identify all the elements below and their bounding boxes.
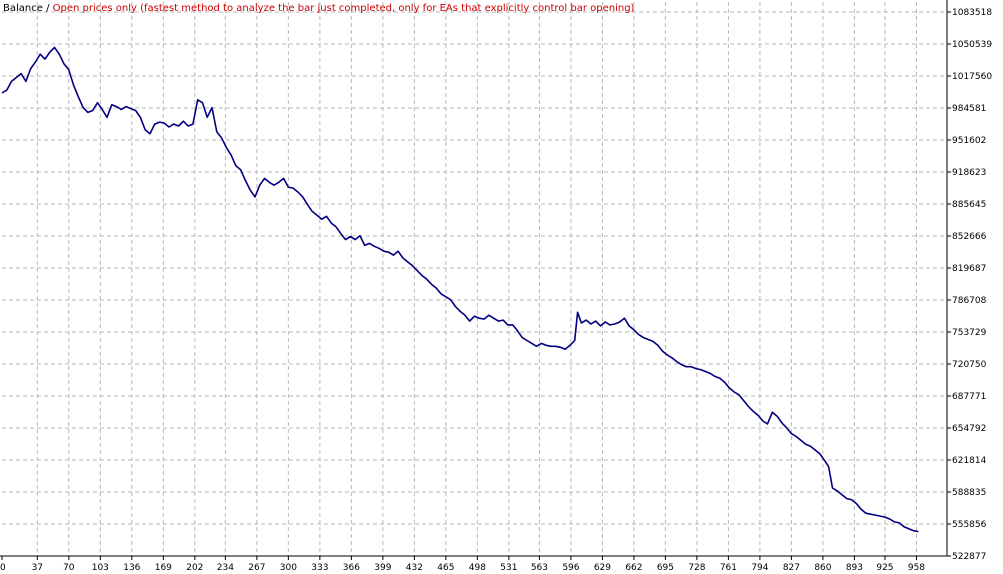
x-tick-label: 925 xyxy=(876,563,893,573)
x-tick-label: 728 xyxy=(688,563,705,573)
x-tick-label: 794 xyxy=(751,563,768,573)
y-tick-label: 621814 xyxy=(952,456,987,466)
y-tick-label: 852666 xyxy=(952,232,987,242)
y-tick-label: 951602 xyxy=(952,136,986,146)
y-tick-label: 555856 xyxy=(952,520,987,530)
x-tick-label: 563 xyxy=(531,563,548,573)
legend-series-label: Balance xyxy=(3,3,43,14)
x-tick-label: 399 xyxy=(374,563,391,573)
y-tick-label: 1050539 xyxy=(952,40,992,50)
balance-series-line xyxy=(1,46,919,533)
y-tick-label: 819687 xyxy=(952,264,986,274)
x-tick-label: 37 xyxy=(32,563,43,573)
y-tick-label: 1083518 xyxy=(952,8,992,18)
x-tick-label: 202 xyxy=(186,563,203,573)
y-tick-label: 588835 xyxy=(952,488,986,498)
legend-mode-label: Open prices only (fastest method to anal… xyxy=(53,3,635,14)
y-tick-label: 654792 xyxy=(952,424,986,434)
x-axis-tick-labels: 0 37 70 103 136 169 202 234 267 300 333 366 399 432 46… xyxy=(0,556,925,573)
x-tick-label: 267 xyxy=(248,563,265,573)
x-tick-label: 234 xyxy=(217,563,234,573)
x-tick-label: 596 xyxy=(562,563,579,573)
y-tick-label: 918623 xyxy=(952,168,986,178)
x-tick-label: 629 xyxy=(594,563,611,573)
legend: Balance / Open prices only (fastest meth… xyxy=(3,3,635,14)
x-tick-label: 136 xyxy=(123,563,140,573)
x-tick-label: 465 xyxy=(437,563,454,573)
y-tick-label: 1017560 xyxy=(952,72,992,82)
y-axis-tick-labels: 522877 555856 588835 621814 654792 687771 7207… xyxy=(947,8,992,562)
x-tick-label: 333 xyxy=(311,563,328,573)
x-tick-label: 695 xyxy=(657,563,674,573)
x-tick-label: 827 xyxy=(783,563,800,573)
y-tick-label: 753729 xyxy=(952,328,987,338)
x-tick-label: 958 xyxy=(908,563,925,573)
x-tick-label: 432 xyxy=(406,563,423,573)
x-tick-label: 169 xyxy=(155,563,172,573)
x-tick-label: 498 xyxy=(469,563,486,573)
x-tick-label: 0 xyxy=(0,563,6,573)
y-tick-label: 984581 xyxy=(952,104,986,114)
x-tick-label: 893 xyxy=(846,563,863,573)
y-tick-label: 720750 xyxy=(952,360,987,370)
x-tick-label: 300 xyxy=(280,563,297,573)
y-tick-label: 687771 xyxy=(952,392,986,402)
x-tick-label: 366 xyxy=(343,563,360,573)
grid-lines xyxy=(2,2,947,557)
y-tick-label: 885645 xyxy=(952,200,986,210)
y-tick-label: 786708 xyxy=(952,296,987,306)
x-tick-label: 531 xyxy=(500,563,517,573)
x-tick-label: 662 xyxy=(625,563,642,573)
x-tick-label: 761 xyxy=(720,563,737,573)
x-tick-label: 70 xyxy=(63,563,75,573)
y-tick-label: 522877 xyxy=(952,552,986,562)
x-tick-label: 103 xyxy=(92,563,109,573)
x-tick-label: 860 xyxy=(814,563,831,573)
legend-separator: / xyxy=(43,3,53,14)
